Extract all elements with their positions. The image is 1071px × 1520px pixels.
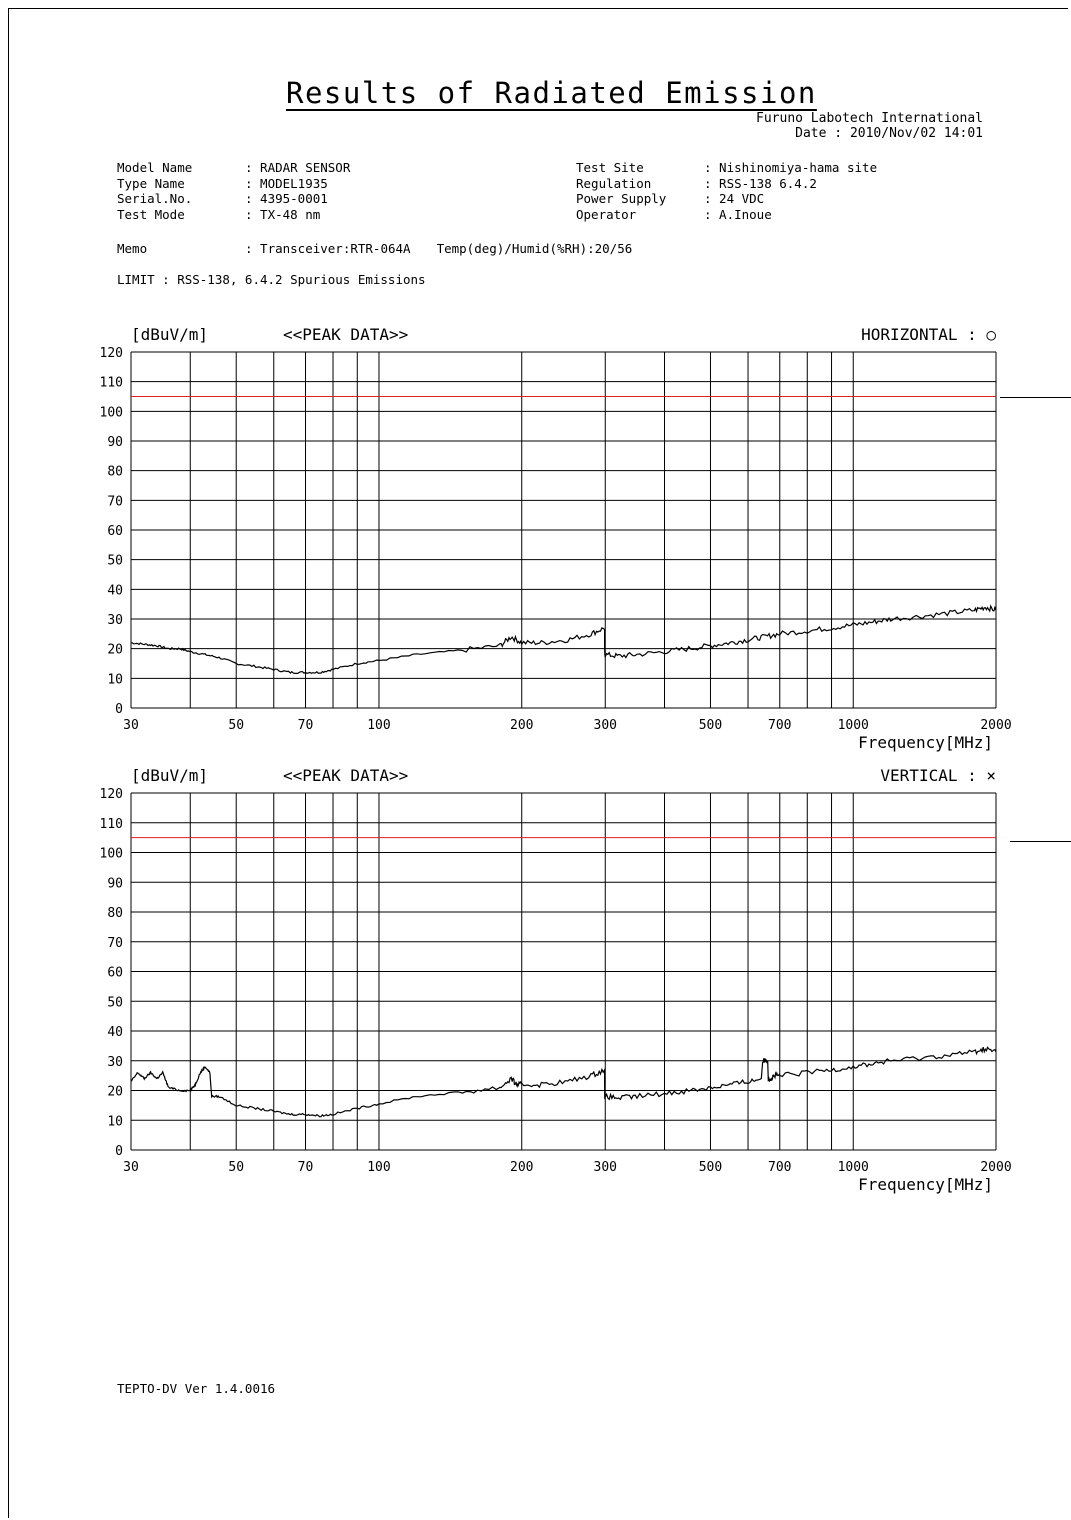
info-row: Serial.No. : 4395-0001 (117, 191, 350, 207)
report-title: Results of Radiated Emission (286, 76, 817, 110)
limit-marker (1000, 397, 1071, 398)
info-label: Power Supply (576, 191, 667, 206)
temp-humid: Temp(deg)/Humid(%RH):20/56 (436, 241, 633, 256)
info-value: : RSS-138 6.4.2 (704, 175, 817, 191)
y-tick-label: 20 (107, 1085, 123, 1100)
info-value: : 24 VDC (704, 191, 765, 206)
info-label: Model Name (117, 160, 193, 175)
x-tick-label: 70 (298, 1160, 314, 1175)
report-page (8, 8, 1068, 1518)
x-tick-label: 500 (699, 1160, 722, 1175)
x-axis-label: Frequency[MHz] (858, 733, 993, 752)
y-tick-label: 80 (107, 906, 123, 921)
info-value: : 4395-0001 (245, 191, 328, 206)
chart-title: <<PEAK DATA>> (283, 766, 408, 785)
emission-trace (130, 1046, 997, 1118)
x-tick-label: 500 (699, 718, 722, 733)
info-value: : A.Inoue (704, 206, 772, 222)
y-tick-label: 10 (107, 1114, 123, 1129)
y-tick-label: 80 (107, 465, 123, 480)
x-axis-label: Frequency[MHz] (858, 1175, 993, 1194)
vertical-chart: 0 10 20 30 40 50 60 70 80 90 100 110 120 30 50 70 100 200… (100, 766, 1012, 1194)
x-tick-label: 70 (298, 718, 314, 733)
y-tick-label: 20 (107, 643, 123, 658)
info-value: : TX-48 nm (245, 206, 321, 222)
x-tick-label: 2000 (980, 718, 1011, 733)
y-tick-label: 30 (107, 613, 123, 628)
memo-label: Memo (117, 241, 148, 256)
y-tick-label: 110 (100, 376, 123, 391)
x-tick-label: 50 (228, 718, 244, 733)
x-tick-label: 100 (367, 1160, 390, 1175)
test-info: Test Site : Nishinomiya-hama site Regulat… (576, 160, 877, 222)
info-row: Test Mode : TX-48 nm (117, 207, 350, 223)
limit-marker (1010, 841, 1071, 842)
limit-text: LIMIT : RSS-138, 6.4.2 Spurious Emission… (117, 272, 426, 287)
y-tick-label: 0 (115, 1144, 123, 1159)
y-tick-label: 100 (100, 405, 123, 420)
chart-title: <<PEAK DATA>> (283, 325, 408, 344)
report-date: Date : 2010/Nov/02 14:01 (795, 126, 983, 141)
info-row: Test Site : Nishinomiya-hama site (576, 160, 877, 176)
lab-name: Furuno Labotech International (756, 111, 983, 126)
y-tick-label: 100 (100, 847, 123, 862)
x-tick-label: 200 (510, 718, 533, 733)
y-tick-label: 90 (107, 876, 123, 891)
y-axis-unit: [dBuV/m] (131, 325, 208, 344)
lab-info: Furuno Labotech International Date : 201… (756, 111, 983, 141)
x-tick-label: 50 (228, 1160, 244, 1175)
x-tick-label: 700 (768, 718, 791, 733)
polarization-label: VERTICAL : × (880, 766, 996, 785)
info-label: Operator (576, 206, 637, 222)
x-tick-label: 30 (123, 718, 139, 733)
x-tick-label: 300 (594, 718, 617, 733)
x-tick-label: 1000 (838, 718, 869, 733)
y-tick-label: 10 (107, 672, 123, 687)
info-row: Model Name : RADAR SENSOR (117, 160, 350, 176)
x-tick-label: 30 (123, 1160, 139, 1175)
info-label: Serial.No. (117, 191, 193, 206)
y-tick-label: 70 (107, 936, 123, 951)
emission-trace (131, 604, 997, 675)
info-value: : Nishinomiya-hama site (704, 160, 878, 175)
software-version: TEPTO-DV Ver 1.4.0016 (117, 1381, 276, 1396)
horizontal-chart: 0 10 20 30 40 50 60 70 80 90 100 110 120 30 50 70 100 200… (100, 325, 1012, 752)
info-label: Type Name (117, 175, 185, 191)
x-tick-label: 300 (594, 1160, 617, 1175)
x-tick-label: 100 (367, 718, 390, 733)
info-row: Operator : A.Inoue (576, 207, 877, 223)
y-tick-label: 50 (107, 995, 123, 1010)
y-tick-label: 30 (107, 1055, 123, 1070)
y-tick-label: 60 (107, 966, 123, 981)
memo-row: Memo : Transceiver:RTR-064A Temp(deg)/Humi… (117, 241, 632, 257)
info-row: Type Name : MODEL1935 (117, 176, 350, 192)
y-tick-label: 0 (115, 702, 123, 717)
info-label: Test Site (576, 160, 644, 175)
info-row: Power Supply : 24 VDC (576, 191, 877, 207)
y-tick-label: 110 (100, 817, 123, 832)
info-label: Test Mode (117, 206, 185, 222)
y-axis-unit: [dBuV/m] (131, 766, 208, 785)
x-tick-label: 2000 (980, 1160, 1011, 1175)
y-tick-label: 120 (100, 346, 123, 361)
y-tick-label: 120 (100, 787, 123, 802)
y-tick-label: 50 (107, 554, 123, 569)
memo-value: : Transceiver:RTR-064A (245, 241, 411, 256)
y-tick-label: 40 (107, 1025, 123, 1040)
x-tick-label: 700 (768, 1160, 791, 1175)
info-value: : RADAR SENSOR (245, 160, 351, 175)
info-label: Regulation (576, 175, 652, 191)
info-row: Regulation : RSS-138 6.4.2 (576, 176, 877, 192)
y-tick-label: 60 (107, 524, 123, 539)
x-tick-label: 1000 (838, 1160, 869, 1175)
y-tick-label: 90 (107, 435, 123, 450)
polarization-label: HORIZONTAL : ○ (861, 325, 996, 344)
y-tick-label: 70 (107, 494, 123, 509)
info-value: : MODEL1935 (245, 175, 328, 191)
equipment-info: Model Name : RADAR SENSOR Type Name : MODE… (117, 160, 350, 222)
y-tick-label: 40 (107, 583, 123, 598)
x-tick-label: 200 (510, 1160, 533, 1175)
